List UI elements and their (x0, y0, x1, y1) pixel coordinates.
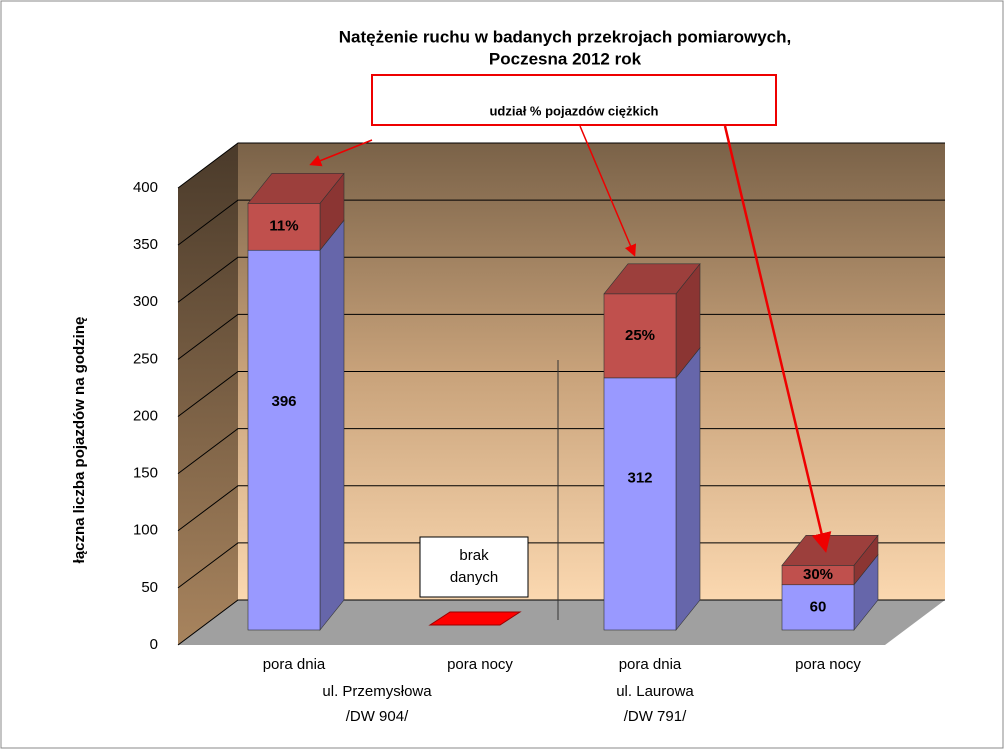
y-tick-label: 350 (133, 236, 158, 253)
y-axis-label: łączna liczba pojazdów na godzinę (71, 317, 88, 564)
share-label: 30% (803, 566, 833, 583)
no-data-label: danych (450, 569, 498, 586)
y-tick-label: 100 (133, 522, 158, 539)
share-label: 25% (625, 327, 655, 344)
y-tick-label: 150 (133, 465, 158, 482)
x-tick-label: pora dnia (263, 656, 326, 673)
no-data-marker (428, 611, 522, 626)
arrow (579, 125, 637, 257)
x-tick-label: pora dnia (619, 656, 682, 673)
bar-light (781, 584, 855, 631)
group-label: /DW 791/ (624, 708, 687, 725)
grid-line (177, 313, 945, 360)
grid-line (177, 542, 945, 589)
grid-line (177, 256, 945, 303)
value-label: 312 (627, 470, 652, 487)
bar-top (603, 263, 701, 295)
annotation: udział % pojazdów ciężkich (489, 103, 658, 118)
chart-title: Natężenie ruchu w badanych przekrojach p… (339, 27, 792, 46)
grid-line (177, 371, 945, 417)
arrow (309, 139, 373, 167)
group-label: ul. Laurowa (616, 683, 694, 700)
grid-line (177, 142, 945, 189)
y-tick-label: 300 (133, 293, 158, 310)
bar-top (247, 173, 345, 204)
y-tick-label: 0 (150, 636, 158, 653)
group-label: /DW 904/ (346, 708, 409, 725)
grid-line (177, 485, 945, 532)
y-tick-label: 50 (141, 579, 158, 596)
bar-light (247, 249, 321, 631)
value-label: 396 (271, 393, 296, 410)
grid-line (177, 599, 945, 646)
bar-light (603, 377, 677, 631)
bar-light-side (319, 219, 345, 631)
grid-line (177, 428, 945, 475)
no-data-label: brak (459, 547, 489, 564)
group-label: ul. Przemysłowa (322, 683, 432, 700)
annotation-box (371, 74, 777, 126)
y-tick-label: 250 (133, 350, 158, 367)
share-label: 11% (269, 218, 298, 235)
y-tick-label: 200 (133, 407, 158, 424)
y-tick-label: 400 (133, 179, 158, 196)
x-tick-label: pora nocy (795, 656, 861, 673)
chart-subtitle: Poczesna 2012 rok (489, 49, 642, 68)
floor (178, 600, 945, 645)
value-label: 60 (810, 598, 827, 615)
arrow (723, 125, 832, 553)
bar-light-side (675, 347, 701, 631)
bar-heavy (603, 293, 677, 379)
x-tick-label: pora nocy (447, 656, 513, 673)
no-data-box (419, 536, 529, 598)
grid-line (177, 199, 945, 246)
